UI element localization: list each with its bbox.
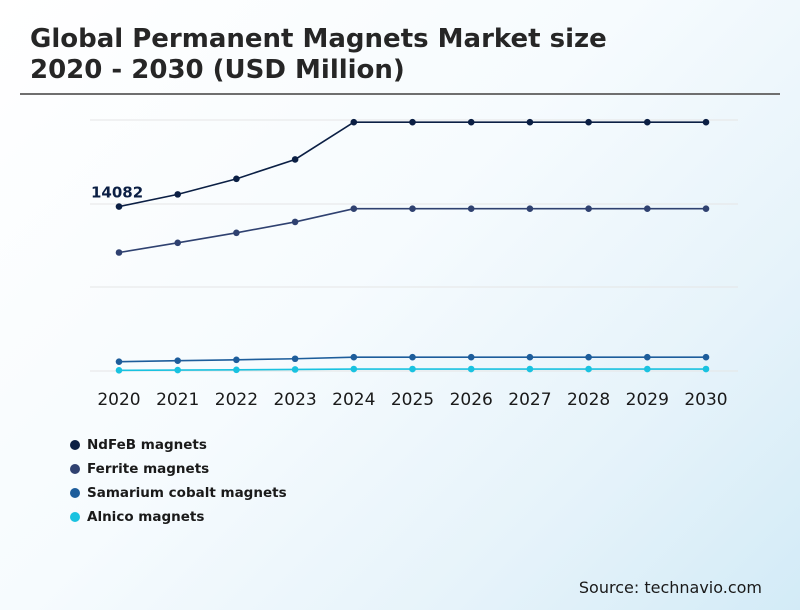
x-tick-label-2023: 2023 bbox=[273, 390, 316, 410]
series-0-flat-point-2030 bbox=[702, 118, 710, 126]
series-3-point-2030 bbox=[702, 365, 710, 373]
series-3-point-2025 bbox=[409, 365, 416, 373]
series-3-point-2028 bbox=[585, 365, 592, 373]
data-label-2020: 14082 bbox=[91, 184, 143, 202]
chart-legend: NdFeB magnets Ferrite magnets Samarium cob… bbox=[70, 433, 287, 529]
x-tick-label-2029: 2029 bbox=[626, 390, 669, 410]
series-2-point-2026 bbox=[467, 353, 475, 361]
legend-item-2: Samarium cobalt magnets bbox=[70, 481, 287, 505]
series-0-flat-point-2029 bbox=[644, 118, 651, 126]
chart-title: Global Permanent Magnets Market size 202… bbox=[30, 24, 607, 86]
series-0-point-2022 bbox=[233, 175, 240, 183]
series-2-point-2030 bbox=[702, 353, 710, 361]
series-3-point-2026 bbox=[467, 365, 475, 373]
x-tick-label-2025: 2025 bbox=[391, 390, 434, 410]
legend-marker-2 bbox=[70, 488, 80, 498]
series-2-point-2029 bbox=[644, 353, 651, 361]
title-line-1: Global Permanent Magnets Market size bbox=[30, 24, 607, 54]
series-3-point-2024 bbox=[350, 365, 358, 373]
legend-marker-0 bbox=[70, 440, 80, 450]
series-0-point-2020 bbox=[115, 203, 123, 210]
series-3-point-2029 bbox=[644, 365, 651, 373]
series-0-point-2023 bbox=[291, 156, 299, 163]
series-0-flat-point-2025 bbox=[409, 118, 416, 126]
title-line-2: 2020 - 2030 (USD Million) bbox=[30, 55, 405, 85]
series-3-point-2022 bbox=[233, 366, 240, 374]
legend-label-1: Ferrite magnets bbox=[87, 461, 210, 477]
series-2-point-2020 bbox=[115, 358, 123, 365]
series-2-point-2023 bbox=[291, 355, 299, 363]
title-divider bbox=[20, 93, 780, 95]
legend-marker-1 bbox=[70, 464, 80, 474]
series-1-point-2028 bbox=[585, 205, 592, 213]
series-0-flat-point-2028 bbox=[585, 118, 592, 126]
series-3-point-2027 bbox=[526, 365, 534, 373]
x-tick-label-2022: 2022 bbox=[215, 390, 258, 410]
legend-label-0: NdFeB magnets bbox=[87, 437, 207, 453]
legend-label-3: Alnico magnets bbox=[87, 509, 205, 525]
series-1-point-2023 bbox=[291, 218, 299, 226]
series-1-point-2020 bbox=[115, 249, 123, 256]
series-2-point-2021 bbox=[174, 357, 181, 365]
x-tick-label-2028: 2028 bbox=[567, 390, 610, 410]
series-1-point-2024 bbox=[350, 205, 358, 213]
legend-item-3: Alnico magnets bbox=[70, 505, 287, 529]
series-0-flat-point-2027 bbox=[526, 118, 534, 126]
series-0-line bbox=[118, 121, 355, 208]
legend-label-2: Samarium cobalt magnets bbox=[87, 485, 287, 501]
series-2-point-2025 bbox=[409, 353, 416, 361]
series-3-point-2023 bbox=[291, 366, 299, 373]
x-tick-label-2020: 2020 bbox=[97, 390, 140, 410]
series-0-point-2021 bbox=[174, 191, 181, 198]
x-tick-label-2021: 2021 bbox=[156, 390, 199, 410]
series-1-point-2025 bbox=[409, 205, 416, 213]
x-tick-label-2027: 2027 bbox=[508, 390, 551, 410]
series-1-point-2026 bbox=[467, 205, 475, 213]
line-chart: 2020 2021 2022 2023 2024 2025 2026 2027 2028 2029… bbox=[90, 118, 738, 410]
x-tick-label-2024: 2024 bbox=[332, 390, 375, 410]
series-3-point-2021 bbox=[174, 366, 181, 374]
series-1-point-2021 bbox=[174, 239, 181, 247]
series-1-point-2029 bbox=[644, 205, 651, 213]
x-tick-label-2026: 2026 bbox=[450, 390, 493, 410]
legend-marker-3 bbox=[70, 512, 80, 522]
series-1-line bbox=[118, 207, 706, 254]
series-3-point-2020 bbox=[115, 366, 123, 374]
series-2-point-2024 bbox=[350, 353, 358, 361]
series-2-point-2028 bbox=[585, 353, 592, 361]
series-0-flat-point-2026 bbox=[467, 118, 475, 126]
series-2-point-2022 bbox=[233, 356, 240, 364]
legend-item-0: NdFeB magnets bbox=[70, 433, 287, 457]
legend-item-1: Ferrite magnets bbox=[70, 457, 287, 481]
series-1-point-2022 bbox=[233, 229, 240, 237]
source-text: Source: technavio.com bbox=[578, 578, 762, 597]
x-tick-label-2030: 2030 bbox=[684, 390, 727, 410]
series-1-point-2030 bbox=[702, 205, 710, 213]
series-1-point-2027 bbox=[526, 205, 534, 213]
series-2-point-2027 bbox=[526, 353, 534, 361]
